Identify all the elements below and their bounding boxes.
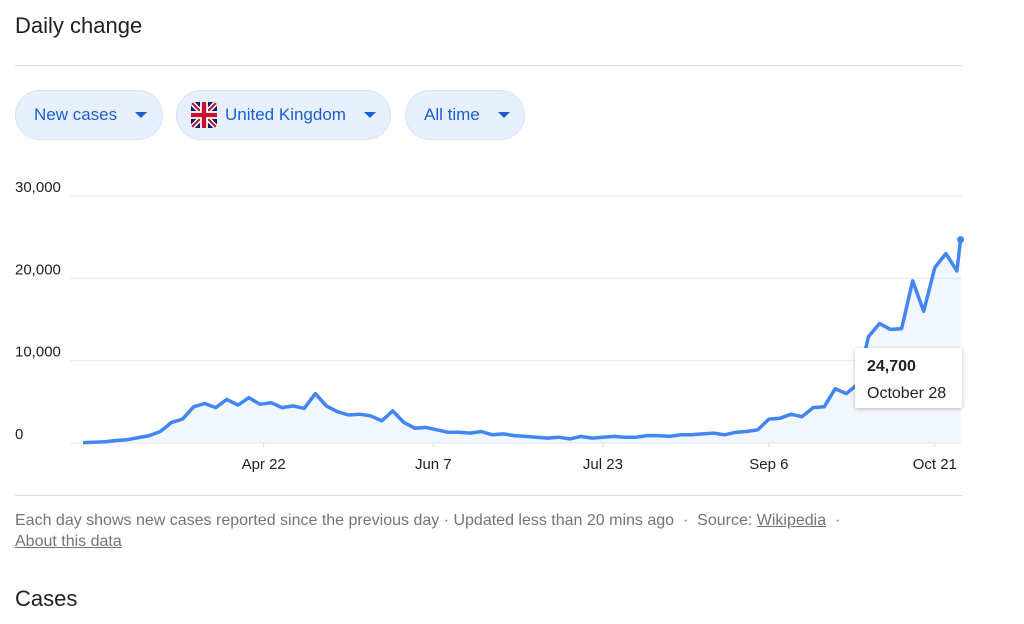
caret (363, 112, 376, 118)
metric-dropdown[interactable]: New cases (15, 90, 163, 140)
tooltip: 24,700 October 28 (855, 348, 962, 408)
about-link[interactable]: About this data (15, 533, 122, 550)
separator: · (443, 512, 450, 529)
tooltip-box (855, 348, 962, 408)
range-dropdown[interactable]: All time (405, 90, 525, 140)
y-tick-label: 20,000 (15, 261, 61, 278)
caret (497, 112, 510, 118)
y-tick-label: 0 (15, 426, 23, 443)
line (82, 239, 963, 445)
dropdown-label: New cases (34, 105, 118, 124)
hover-point (957, 236, 965, 244)
section-title: Cases (15, 586, 78, 611)
tooltip-value: 24,700 (867, 358, 916, 375)
footer: Each day shows new cases reported since … (15, 510, 955, 552)
divider (15, 495, 962, 496)
section-title: Daily change (15, 13, 143, 38)
x-tick-label: Jun 7 (415, 456, 452, 473)
source-link[interactable]: Wikipedia (756, 512, 827, 529)
source-label: Source: (697, 512, 753, 529)
y-tick-label: 30,000 (15, 179, 61, 196)
uk-flag (191, 102, 217, 128)
updated-note: Updated less than 20 mins ago (453, 512, 675, 529)
region-dropdown[interactable]: United Kingdom (176, 90, 391, 140)
separator: · (835, 512, 841, 529)
caret (135, 112, 148, 118)
chart: 0 10,000 20,000 30,000 Apr 22 Jun 7 Jul 23 Sep … (15, 179, 965, 473)
separator: · (682, 512, 689, 529)
dropdown-label: All time (424, 105, 480, 124)
x-tick-label: Sep 6 (749, 456, 788, 473)
y-tick-label: 10,000 (15, 344, 61, 361)
footer-note: Each day shows new cases reported since … (15, 512, 440, 529)
x-tick-label: Oct 21 (913, 456, 957, 473)
x-tick-label: Jul 23 (583, 456, 623, 473)
dropdown-label: United Kingdom (225, 105, 346, 124)
tooltip-date: October 28 (867, 385, 946, 402)
x-tick-label: Apr 22 (242, 456, 286, 473)
area (83, 239, 961, 443)
divider (15, 65, 962, 66)
